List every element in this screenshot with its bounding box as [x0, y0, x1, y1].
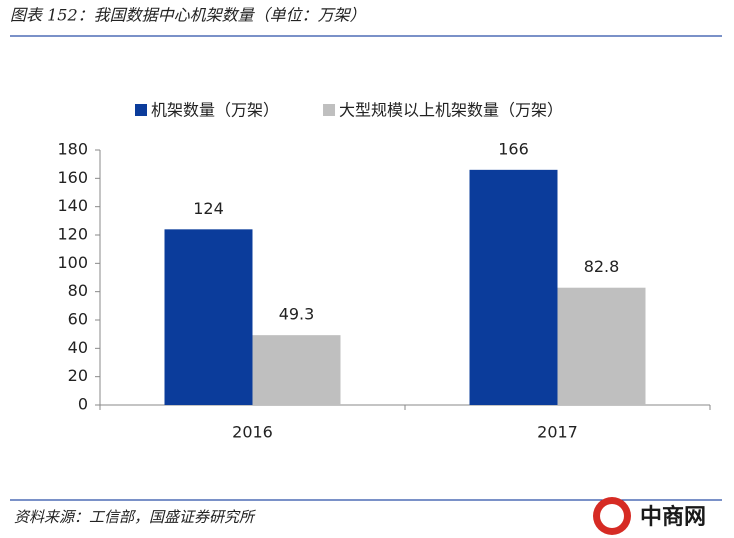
y-tick-label: 0: [78, 395, 88, 414]
y-tick-label: 160: [57, 168, 88, 187]
watermark-text: 中商网: [640, 504, 706, 530]
y-tick-label: 100: [57, 253, 88, 272]
bar: [252, 335, 341, 405]
legend-label: 大型规模以上机架数量（万架）: [339, 101, 563, 120]
y-tick-label: 60: [68, 310, 88, 329]
data-label: 166: [498, 139, 529, 158]
y-tick-label: 20: [68, 366, 88, 385]
legend-label: 机架数量（万架）: [151, 101, 279, 120]
data-label: 124: [193, 199, 224, 218]
bar: [469, 169, 558, 405]
bar: [164, 229, 253, 405]
bar: [557, 287, 646, 405]
watermark-logo: 中商网: [593, 497, 706, 535]
data-label: 49.3: [279, 305, 315, 324]
y-tick-label: 140: [57, 196, 88, 215]
chart-title: 图表 152：我国数据中心机架数量（单位：万架）: [10, 6, 366, 25]
legend-swatch: [323, 104, 336, 116]
y-tick-label: 180: [57, 140, 88, 159]
legend-swatch: [135, 104, 147, 116]
y-tick-label: 40: [68, 338, 88, 357]
source-note: 资料来源：工信部，国盛证券研究所: [14, 508, 256, 526]
x-tick-label: 2017: [537, 423, 578, 442]
data-label: 82.8: [584, 257, 620, 276]
y-tick-label: 80: [68, 281, 88, 300]
x-tick-label: 2016: [232, 423, 273, 442]
y-tick-label: 120: [57, 225, 88, 244]
